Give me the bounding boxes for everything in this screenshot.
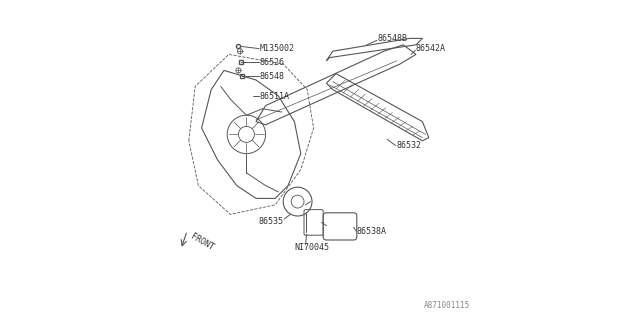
Text: NI70045: NI70045 (294, 243, 330, 252)
Text: 86538A: 86538A (357, 227, 387, 236)
Text: 86548: 86548 (260, 72, 285, 81)
Text: M135002: M135002 (260, 44, 295, 53)
Text: A871001115: A871001115 (424, 301, 470, 310)
Text: 86548B: 86548B (378, 34, 408, 43)
Text: 86511A: 86511A (260, 92, 290, 100)
Text: 86526: 86526 (260, 58, 285, 67)
Text: 86535: 86535 (259, 217, 284, 226)
Text: FRONT: FRONT (189, 231, 215, 252)
Text: 86532: 86532 (396, 141, 421, 150)
Text: 86542A: 86542A (416, 44, 446, 53)
